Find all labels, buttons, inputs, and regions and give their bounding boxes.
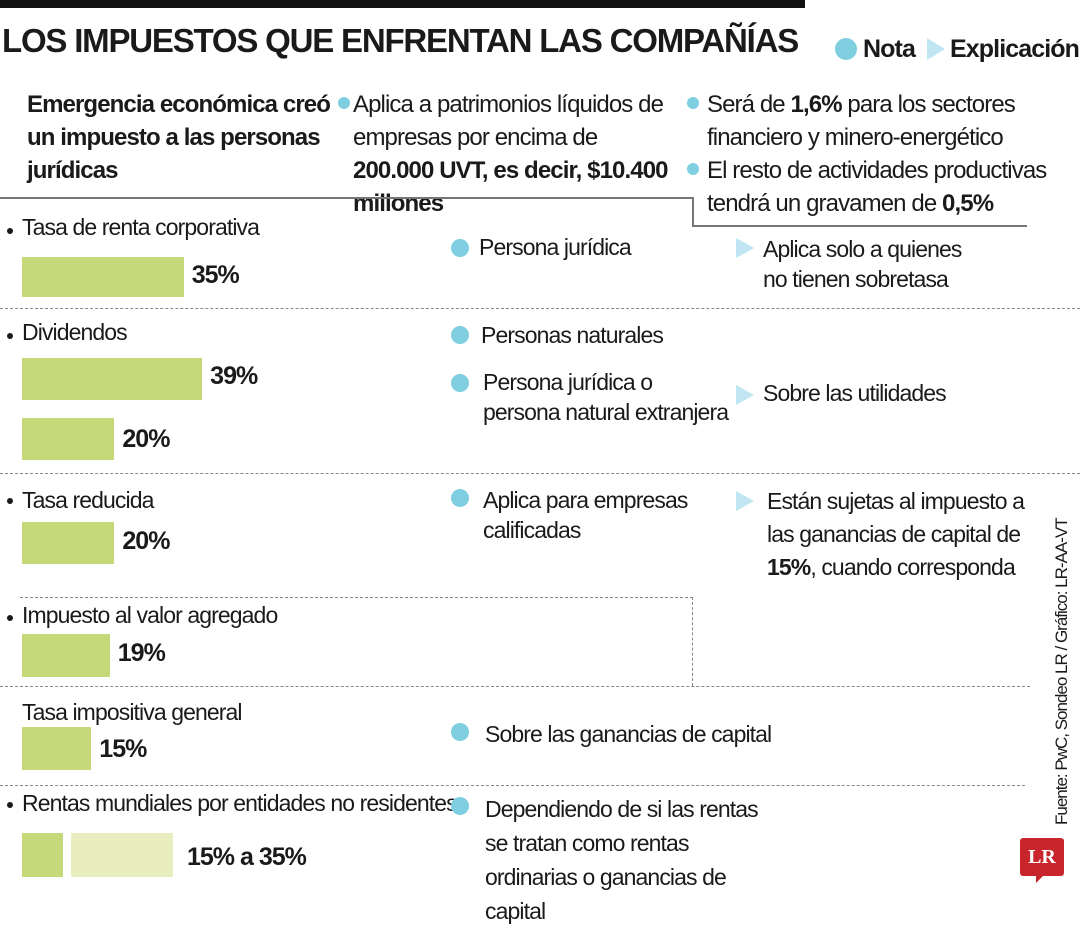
page-title: LOS IMPUESTOS QUE ENFRENTAN LAS COMPAÑÍA…	[2, 22, 799, 59]
row-explanation: Están sujetas al impuesto a las ganancia…	[767, 485, 1027, 584]
legend: Nota Explicación	[835, 34, 1080, 64]
bar-reduced	[22, 522, 115, 564]
iva-box	[20, 597, 693, 686]
bar-dividends-1	[22, 358, 203, 400]
row-explanation: Sobre las utilidades	[763, 380, 947, 406]
top-rule	[0, 0, 805, 8]
note-text: para los sectores financiero y minero-en…	[707, 91, 1016, 151]
bar-label: 20%	[122, 425, 170, 453]
bar-label: 15% a 35%	[187, 843, 307, 871]
note-text: El resto de actividades productivas tend…	[707, 157, 1047, 217]
row-note: Dependiendo de si las rentas se tratan c…	[485, 796, 759, 924]
bar-range-max	[70, 833, 173, 877]
row-divider	[0, 686, 1030, 687]
intro-note-3: El resto de actividades productivas tend…	[707, 154, 1077, 220]
source-credit: Fuente: PwC, Sondeo LR / Gráfico: LR-AA-…	[1052, 518, 1071, 825]
row-note: Persona jurídica o persona natural extra…	[483, 369, 729, 425]
bullet	[7, 333, 13, 339]
intro-note-1: Aplica a patrimonios líquidos de empresa…	[353, 88, 673, 220]
note-dot-icon	[338, 97, 350, 109]
note-bold: 1,6%	[790, 91, 843, 118]
note-bold: 0,5%	[942, 190, 994, 217]
row-note: Aplica para empresas calificadas	[483, 487, 688, 543]
bar-label: 15%	[99, 735, 147, 763]
lr-logo: LR	[1020, 838, 1064, 876]
legend-explicacion: Explicación	[950, 35, 1080, 63]
row-label: Dividendos	[22, 319, 128, 345]
bar-label: 35%	[191, 261, 240, 289]
bullet	[7, 228, 13, 234]
row-label: Tasa reducida	[22, 487, 154, 513]
nota-dot-icon	[451, 797, 469, 815]
note-dot-icon	[687, 97, 699, 109]
nota-dot-icon	[451, 374, 469, 392]
row-note: Personas naturales	[481, 322, 664, 348]
row-note: Persona jurídica	[479, 234, 632, 260]
bar-label: 39%	[210, 362, 258, 390]
bullet	[7, 802, 13, 808]
divider	[692, 225, 1027, 227]
nota-dot-icon	[451, 326, 469, 344]
row-note: Sobre las ganancias de capital	[485, 721, 772, 747]
explanation-text: , cuando corresponda	[810, 554, 1015, 580]
bar-range-min	[22, 833, 63, 877]
nota-dot-icon	[835, 38, 857, 60]
bar-dividends-2	[22, 418, 115, 460]
explanation-text: Están sujetas al impuesto a las ganancia…	[767, 488, 1025, 547]
bar-corporate	[22, 257, 184, 297]
nota-dot-icon	[451, 489, 469, 507]
note-text: Será de	[707, 91, 791, 118]
note-dot-icon	[687, 163, 699, 175]
explanation-bold: 15%	[767, 554, 811, 580]
bullet	[7, 615, 13, 621]
row-label: Impuesto al valor agregado	[22, 602, 278, 628]
row-label: Tasa impositiva general	[22, 699, 243, 725]
explicacion-triangle-icon	[736, 491, 754, 511]
bar-general	[22, 727, 92, 770]
row-label: Rentas mundiales por entidades no reside…	[22, 790, 458, 816]
bar-label: 19%	[117, 639, 166, 667]
row-divider	[0, 308, 1080, 309]
nota-dot-icon	[451, 723, 469, 741]
nota-dot-icon	[451, 239, 469, 257]
lr-logo-tail	[1036, 875, 1044, 883]
row-label: Tasa de renta corporativa	[22, 214, 260, 240]
explicacion-triangle-icon	[736, 238, 754, 258]
row-divider	[0, 785, 1025, 786]
intro-note-2: Será de 1,6% para los sectores financier…	[707, 88, 1037, 154]
intro-heading: Emergencia económica creó un impuesto a …	[27, 91, 331, 184]
explicacion-triangle-icon	[736, 385, 754, 405]
row-divider	[0, 473, 1080, 474]
divider	[692, 197, 694, 226]
note-bold: 200.000 UVT, es decir, $10.400 millones	[353, 157, 668, 217]
bullet	[7, 498, 13, 504]
note-text: Aplica a patrimonios líquidos de empresa…	[353, 91, 664, 151]
explicacion-triangle-icon	[927, 38, 945, 60]
bar-label: 20%	[122, 527, 170, 555]
legend-nota: Nota	[863, 35, 916, 63]
bar-iva	[22, 634, 110, 677]
divider	[0, 197, 693, 199]
row-explanation: Aplica solo a quienes no tienen sobretas…	[763, 236, 962, 292]
